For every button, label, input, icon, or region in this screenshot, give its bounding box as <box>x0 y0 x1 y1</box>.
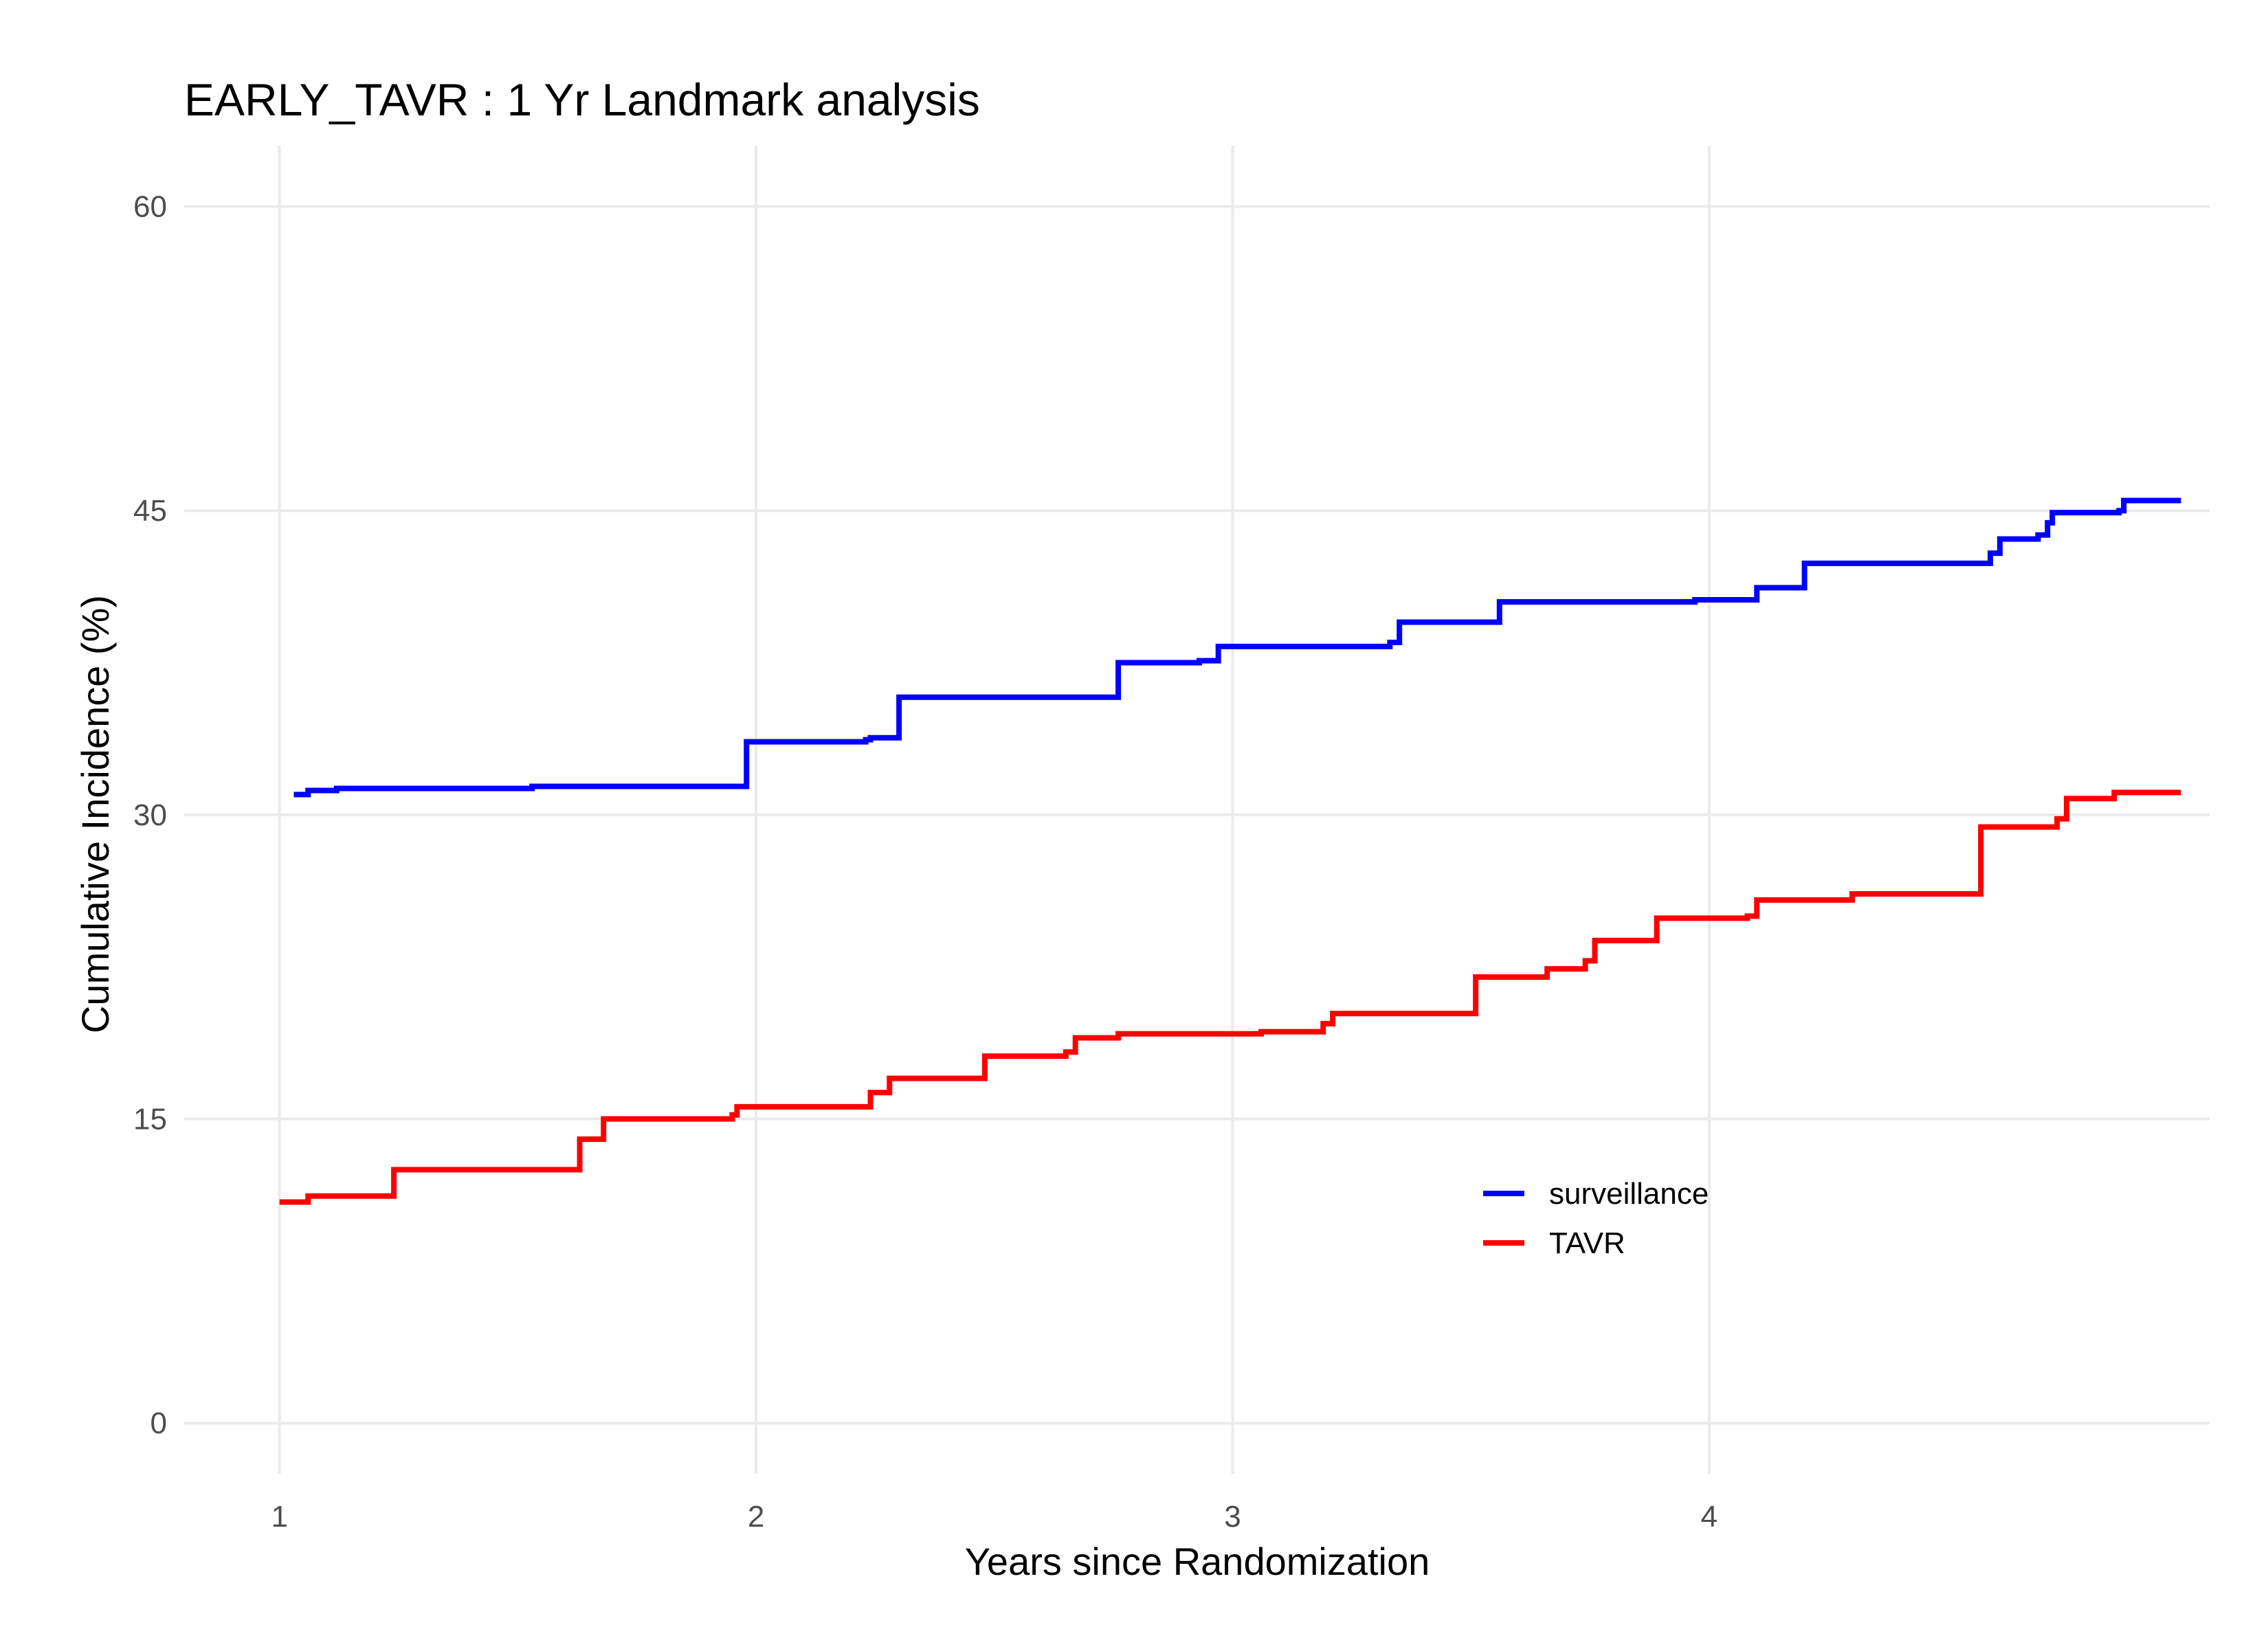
y-tick-label: 0 <box>151 1406 167 1440</box>
x-tick-label: 2 <box>748 1500 764 1534</box>
y-tick-label: 15 <box>133 1103 167 1136</box>
series-layer <box>279 497 2181 1205</box>
legend-label-surveillance: surveillance <box>1549 1177 1709 1211</box>
series-line-surveillance <box>293 497 2181 798</box>
x-tick-label: 4 <box>1701 1500 1717 1534</box>
x-axis-title: Years since Randomization <box>965 1540 1430 1583</box>
y-tick-label: 30 <box>133 798 167 832</box>
y-tick-label: 60 <box>133 190 167 224</box>
x-tick-label: 3 <box>1224 1500 1241 1534</box>
legend-label-tavr: TAVR <box>1549 1226 1625 1260</box>
legend: surveillance TAVR <box>1483 1177 1709 1260</box>
series-line-tavr <box>279 789 2181 1205</box>
axis-ticks: 1 2 3 4 0 15 30 45 60 <box>133 190 1717 1534</box>
y-tick-label: 45 <box>133 494 167 528</box>
x-tick-label: 1 <box>271 1500 287 1534</box>
y-axis-title: Cumulative Incidence (%) <box>74 595 117 1033</box>
chart-title: EARLY_TAVR : 1 Yr Landmark analysis <box>184 74 980 125</box>
grid-lines <box>184 146 2210 1474</box>
